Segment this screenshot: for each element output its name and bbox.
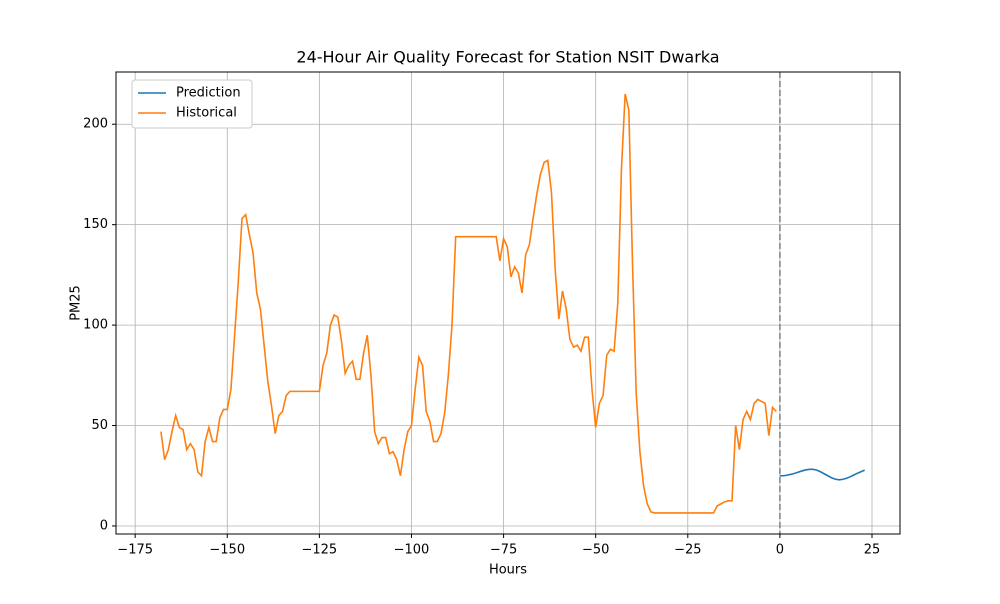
data-line bbox=[160, 93, 777, 514]
y-tick-label: 0 bbox=[100, 518, 108, 533]
x-tick-label: −50 bbox=[582, 543, 609, 558]
x-tick-label: −125 bbox=[302, 543, 338, 558]
y-tick-label: 150 bbox=[83, 217, 108, 232]
y-tick-label: 100 bbox=[83, 318, 108, 333]
legend-label: Prediction bbox=[176, 86, 241, 101]
x-tick-label: 0 bbox=[776, 543, 784, 558]
legend-label: Historical bbox=[176, 106, 237, 121]
x-tick-label: −75 bbox=[490, 543, 517, 558]
x-axis-label: Hours bbox=[489, 563, 527, 578]
legend-box bbox=[131, 79, 253, 129]
y-axis-label: PM25 bbox=[69, 285, 84, 321]
y-tick-label: 200 bbox=[83, 117, 108, 132]
x-tick-label: −100 bbox=[394, 543, 430, 558]
x-tick-label: −150 bbox=[209, 543, 245, 558]
data-line bbox=[779, 468, 865, 481]
chart-title: 24-Hour Air Quality Forecast for Station… bbox=[296, 48, 719, 67]
plot-frame bbox=[115, 71, 901, 535]
x-tick-label: −175 bbox=[117, 543, 153, 558]
x-tick-label: 25 bbox=[864, 543, 881, 558]
x-tick-label: −25 bbox=[674, 543, 701, 558]
y-tick-label: 50 bbox=[91, 418, 108, 433]
